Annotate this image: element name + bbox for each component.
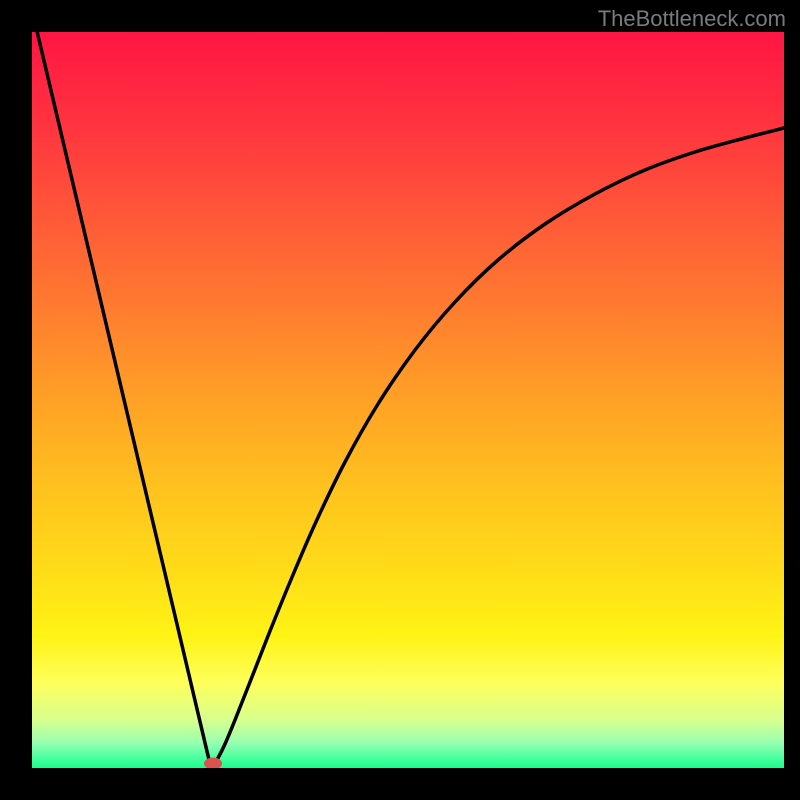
bottleneck-chart: TheBottleneck.com <box>0 0 800 800</box>
plot-area <box>32 32 784 768</box>
chart-svg <box>0 0 800 800</box>
watermark-text: TheBottleneck.com <box>598 6 786 32</box>
minimum-marker <box>204 758 222 770</box>
